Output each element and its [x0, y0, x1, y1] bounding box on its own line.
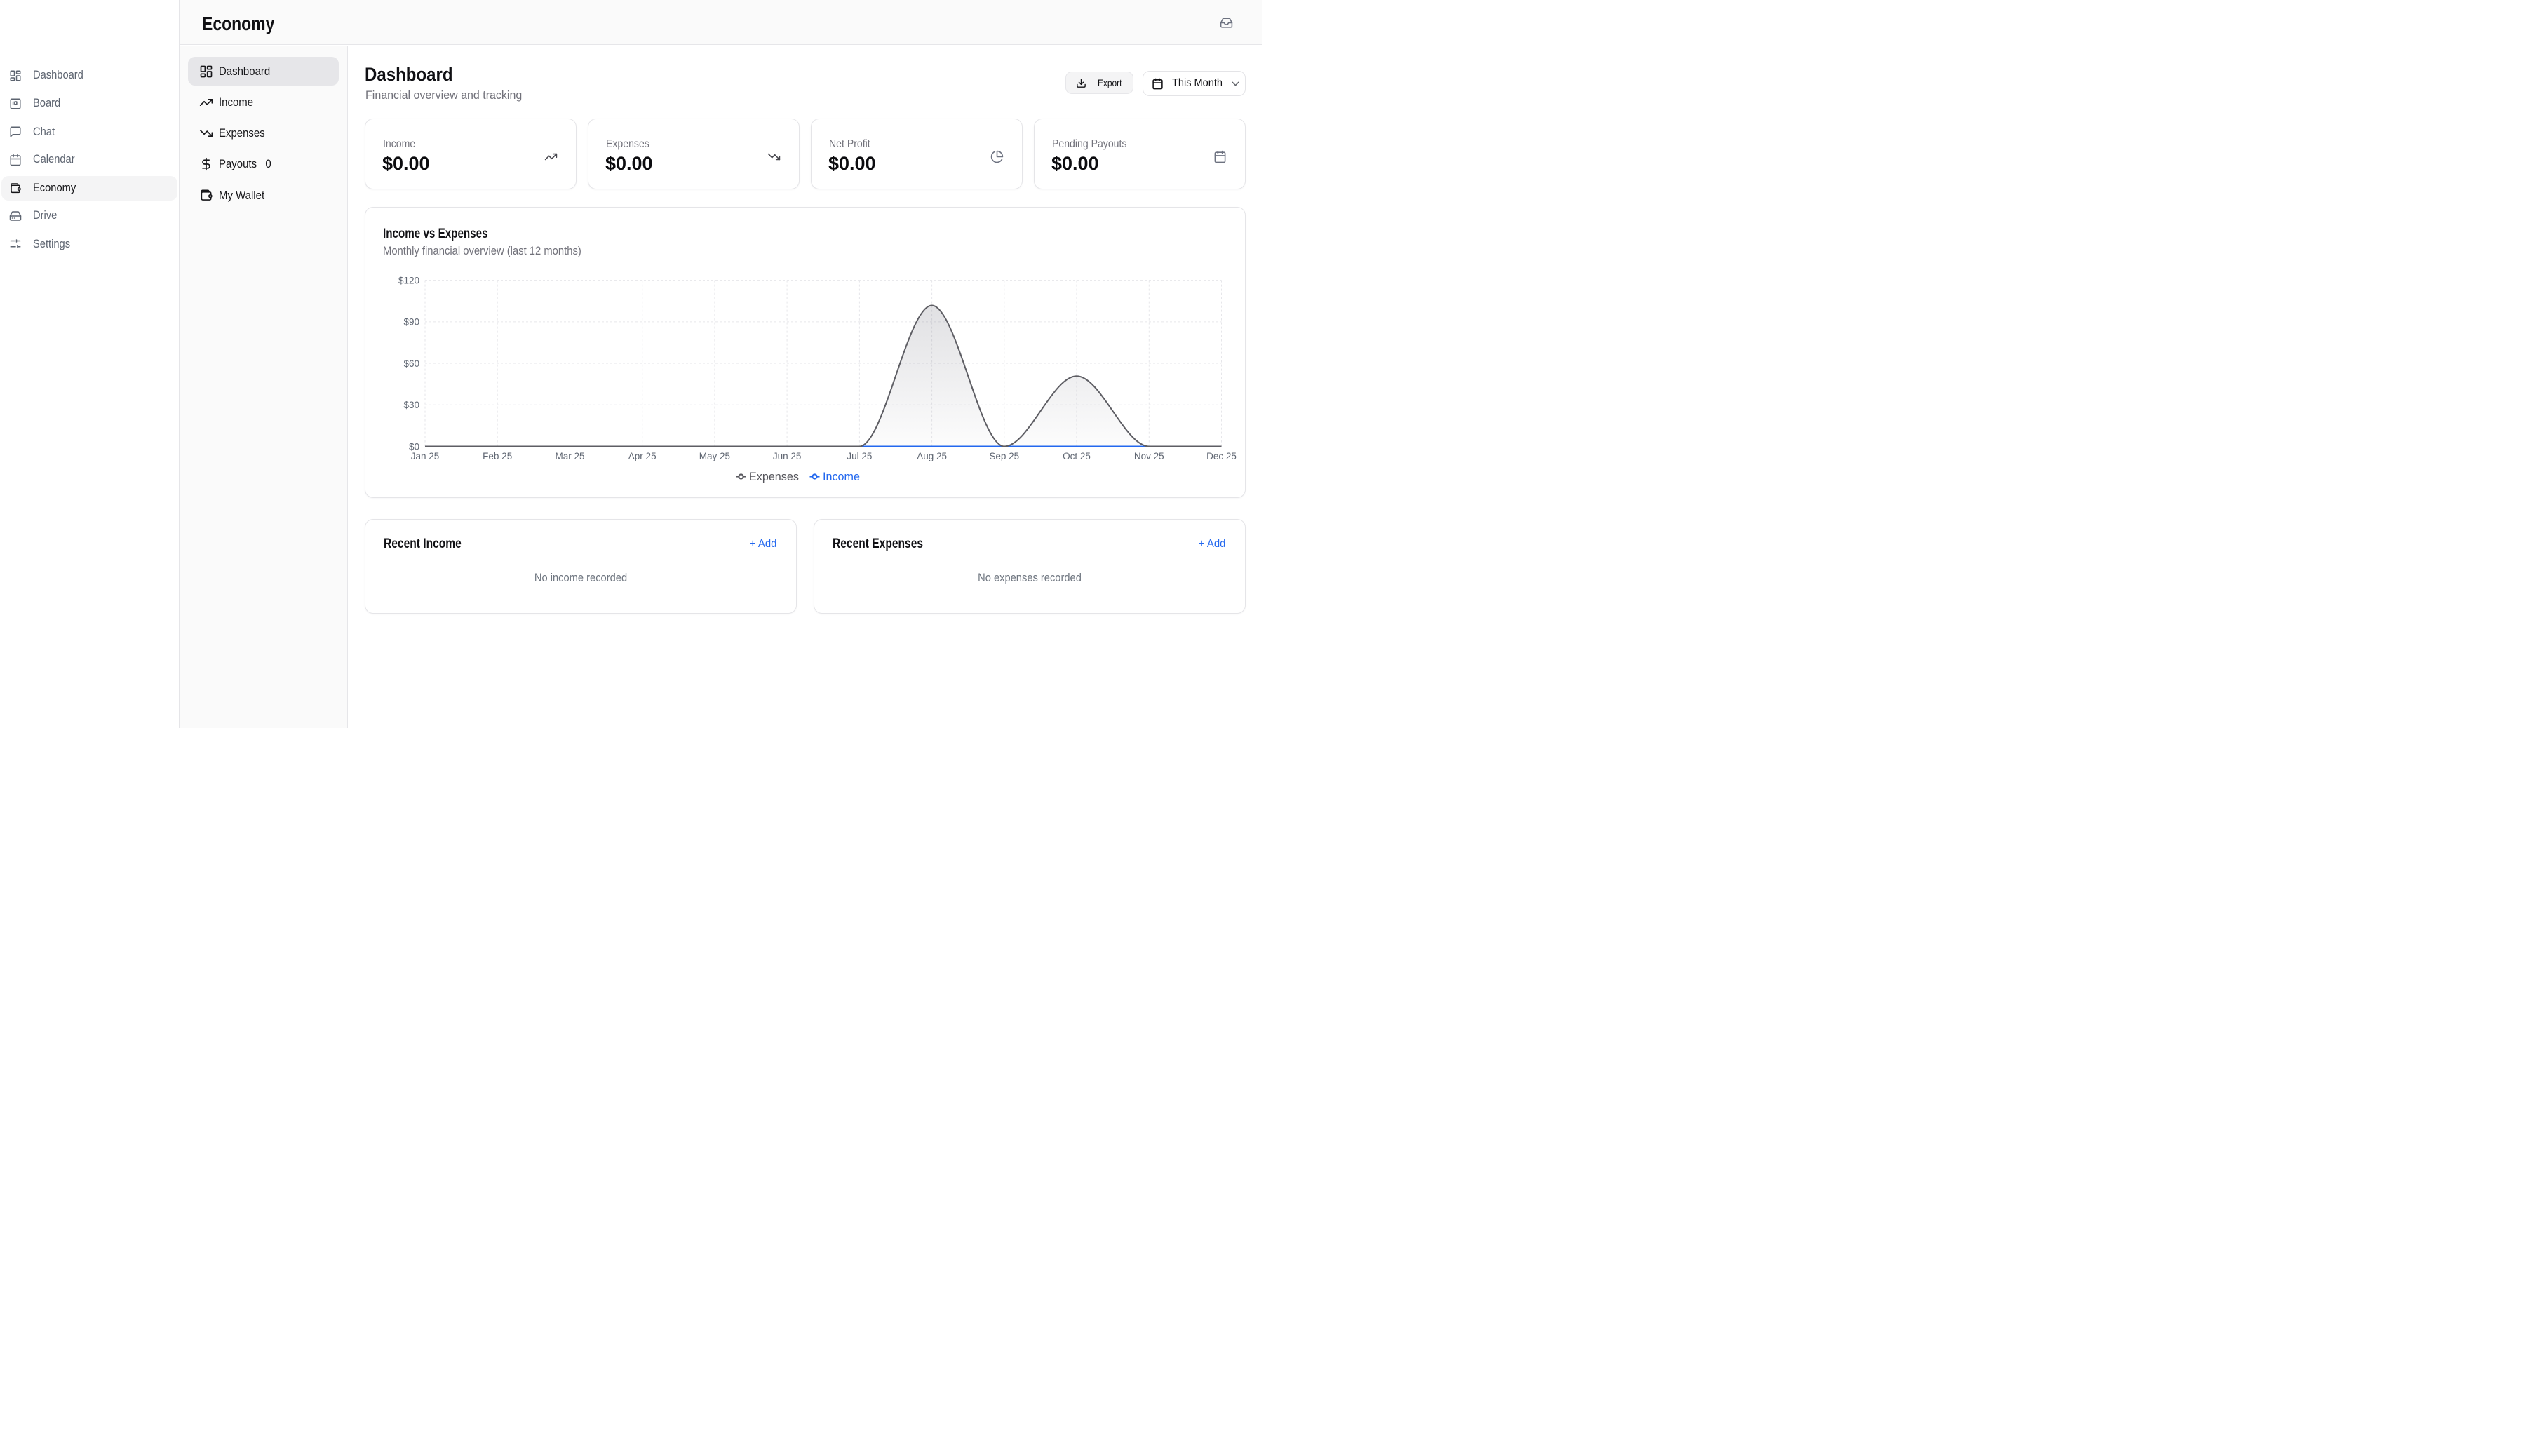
svg-text:Aug 25: Aug 25 — [917, 451, 947, 461]
svg-text:Jul 25: Jul 25 — [847, 451, 872, 461]
svg-text:$120: $120 — [398, 275, 419, 285]
svg-text:$60: $60 — [403, 358, 419, 369]
svg-text:Nov 25: Nov 25 — [1134, 451, 1164, 461]
svg-text:$0: $0 — [409, 441, 419, 452]
svg-text:Jan 25: Jan 25 — [411, 451, 440, 461]
svg-text:Sep 25: Sep 25 — [989, 451, 1019, 461]
svg-text:Dec 25: Dec 25 — [1206, 451, 1237, 461]
svg-text:$30: $30 — [403, 400, 419, 410]
svg-text:Apr 25: Apr 25 — [628, 451, 656, 461]
svg-text:Feb 25: Feb 25 — [483, 451, 512, 461]
svg-text:Jun 25: Jun 25 — [773, 451, 802, 461]
svg-text:$90: $90 — [403, 317, 419, 328]
svg-text:May 25: May 25 — [699, 451, 730, 461]
svg-text:Oct 25: Oct 25 — [1063, 451, 1091, 461]
svg-text:Mar 25: Mar 25 — [555, 451, 584, 461]
